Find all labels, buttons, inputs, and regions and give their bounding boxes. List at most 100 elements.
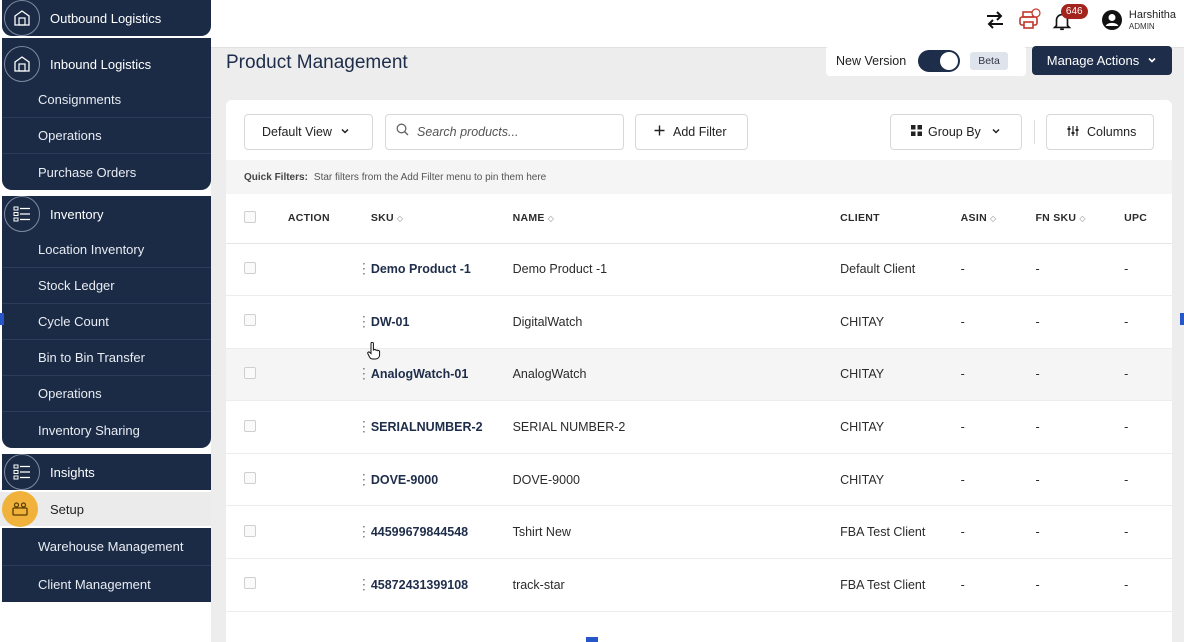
sidebar-item-inventory[interactable]: Inventory xyxy=(2,196,211,232)
column-header-client: CLIENT xyxy=(840,194,961,244)
products-card: Default View Add Filter Group By Columns… xyxy=(226,100,1172,642)
sidebar-item-consignments[interactable]: Consignments xyxy=(2,82,211,118)
search-input[interactable] xyxy=(417,125,607,139)
select-all-checkbox[interactable] xyxy=(244,210,256,223)
product-name: track-star xyxy=(512,558,841,612)
group-by-dropdown[interactable]: Group By xyxy=(890,114,1022,150)
more-vertical-icon[interactable]: ⋮ xyxy=(356,575,371,592)
row-checkbox[interactable] xyxy=(244,472,256,485)
client-name: CHITAY xyxy=(840,453,961,507)
edge-marker xyxy=(586,637,598,642)
sidebar-item-label: Inbound Logistics xyxy=(50,56,152,72)
sidebar-item-cycle-count[interactable]: Cycle Count xyxy=(2,304,211,340)
chevron-down-icon xyxy=(1147,53,1157,68)
sku-link[interactable]: AnalogWatch-01 xyxy=(370,348,513,402)
fnsku-value: - xyxy=(1035,295,1125,349)
sidebar-item-location-inventory[interactable]: Location Inventory xyxy=(2,232,211,268)
search-box xyxy=(385,114,624,150)
sidebar-item-insights[interactable]: Insights xyxy=(2,454,211,490)
sidebar-item-stock-ledger[interactable]: Stock Ledger xyxy=(2,268,211,304)
table-row: ⋮ 45872431399108 track-star FBA Test Cli… xyxy=(226,558,1172,612)
table-row: ⋮ AnalogWatch-01 AnalogWatch CHITAY - - … xyxy=(226,348,1172,402)
notification-badge: 646 xyxy=(1060,4,1088,19)
row-checkbox[interactable] xyxy=(244,577,256,590)
product-name: Demo Product -1 xyxy=(512,243,841,297)
sku-link[interactable]: 45872431399108 xyxy=(370,558,513,612)
sidebar-item-operations[interactable]: Operations xyxy=(2,118,211,154)
default-view-dropdown[interactable]: Default View xyxy=(244,114,373,150)
columns-button[interactable]: Columns xyxy=(1046,114,1154,150)
sidebar-group-setup: Warehouse Management Client Management xyxy=(2,528,211,602)
row-checkbox[interactable] xyxy=(244,261,256,274)
more-vertical-icon[interactable]: ⋮ xyxy=(356,418,371,435)
plus-icon xyxy=(654,125,665,139)
add-filter-button[interactable]: Add Filter xyxy=(635,114,748,150)
sidebar-item-client-management[interactable]: Client Management xyxy=(38,576,151,592)
sort-icon: ◇ xyxy=(989,214,997,224)
sidebar-item-setup[interactable]: Setup xyxy=(0,491,211,527)
more-vertical-icon[interactable]: ⋮ xyxy=(356,312,371,329)
more-vertical-icon[interactable]: ⋮ xyxy=(356,523,371,540)
beta-badge: Beta xyxy=(970,52,1008,70)
sidebar-item-warehouse-management[interactable]: Warehouse Management xyxy=(2,528,211,566)
quick-filters-bar: Quick Filters: Star filters from the Add… xyxy=(226,160,1172,194)
more-vertical-icon[interactable]: ⋮ xyxy=(356,260,371,277)
sort-icon: ◇ xyxy=(547,214,555,224)
checklist-icon xyxy=(4,454,40,490)
edge-marker xyxy=(1180,313,1184,325)
setup-icon xyxy=(2,491,38,527)
row-checkbox[interactable] xyxy=(244,419,256,432)
sidebar-item-outbound-logistics[interactable]: Outbound Logistics xyxy=(2,0,211,36)
sidebar-item-purchase-orders[interactable]: Purchase Orders xyxy=(38,164,137,180)
bell-icon[interactable]: 646 xyxy=(1051,4,1088,32)
sku-link[interactable]: SERIALNUMBER-2 xyxy=(370,400,513,454)
chevron-down-icon xyxy=(991,125,1001,139)
toolbar-divider xyxy=(1034,120,1035,144)
client-name: CHITAY xyxy=(840,348,961,402)
printer-icon[interactable] xyxy=(1017,8,1041,32)
row-checkbox[interactable] xyxy=(244,524,256,537)
fnsku-value: - xyxy=(1035,348,1125,402)
table-row: ⋮ Demo Product -1 Demo Product -1 Defaul… xyxy=(226,243,1172,297)
new-version-label: New Version xyxy=(836,54,907,68)
sidebar-item-bin-to-bin-transfer[interactable]: Bin to Bin Transfer xyxy=(2,340,211,376)
upc-value: - xyxy=(1124,453,1172,507)
upc-value: - xyxy=(1124,400,1172,454)
fnsku-value: - xyxy=(1035,453,1125,507)
fnsku-value: - xyxy=(1035,505,1125,560)
more-vertical-icon[interactable]: ⋮ xyxy=(356,470,371,487)
column-header-action: ACTION xyxy=(287,194,371,244)
asin-value: - xyxy=(960,243,1036,297)
sidebar-item-inbound-logistics[interactable]: Inbound Logistics xyxy=(2,38,211,82)
grid-icon xyxy=(911,125,922,139)
swap-icon[interactable] xyxy=(983,8,1007,32)
user-menu[interactable]: Harshitha ADMIN xyxy=(1129,9,1176,32)
quick-filters-label: Quick Filters: xyxy=(244,171,308,183)
table-row: ⋮ SERIALNUMBER-2 SERIAL NUMBER-2 CHITAY … xyxy=(226,400,1172,454)
manage-actions-button[interactable]: Manage Actions xyxy=(1032,46,1172,75)
user-icon[interactable] xyxy=(1101,9,1123,31)
sidebar-item-label: Insights xyxy=(50,464,95,480)
row-checkbox[interactable] xyxy=(244,314,256,327)
more-vertical-icon[interactable]: ⋮ xyxy=(356,365,371,382)
new-version-toggle[interactable] xyxy=(918,50,961,72)
client-name: CHITAY xyxy=(840,295,961,349)
sku-link[interactable]: 44599679844548 xyxy=(370,505,513,560)
new-version-panel: New Version Beta xyxy=(826,46,1026,76)
upc-value: - xyxy=(1124,295,1172,349)
column-header-fnsku[interactable]: FN SKU ◇ xyxy=(1035,194,1125,244)
fnsku-value: - xyxy=(1035,400,1125,454)
sidebar-item-inventory-sharing[interactable]: Inventory Sharing xyxy=(38,422,140,438)
product-name: SERIAL NUMBER-2 xyxy=(512,400,841,454)
sku-link[interactable]: DW-01 xyxy=(370,295,513,349)
row-checkbox[interactable] xyxy=(244,366,256,379)
sidebar-item-operations[interactable]: Operations xyxy=(2,376,211,412)
upc-value: - xyxy=(1124,348,1172,402)
column-header-asin[interactable]: ASIN ◇ xyxy=(960,194,1036,244)
sku-link[interactable]: Demo Product -1 xyxy=(370,243,513,297)
column-header-sku[interactable]: SKU ◇ xyxy=(370,194,513,244)
warehouse-icon xyxy=(4,0,40,36)
sidebar-group-inventory: Inventory Location Inventory Stock Ledge… xyxy=(2,196,211,448)
column-header-name[interactable]: NAME ◇ xyxy=(512,194,841,244)
sku-link[interactable]: DOVE-9000 xyxy=(370,453,513,507)
